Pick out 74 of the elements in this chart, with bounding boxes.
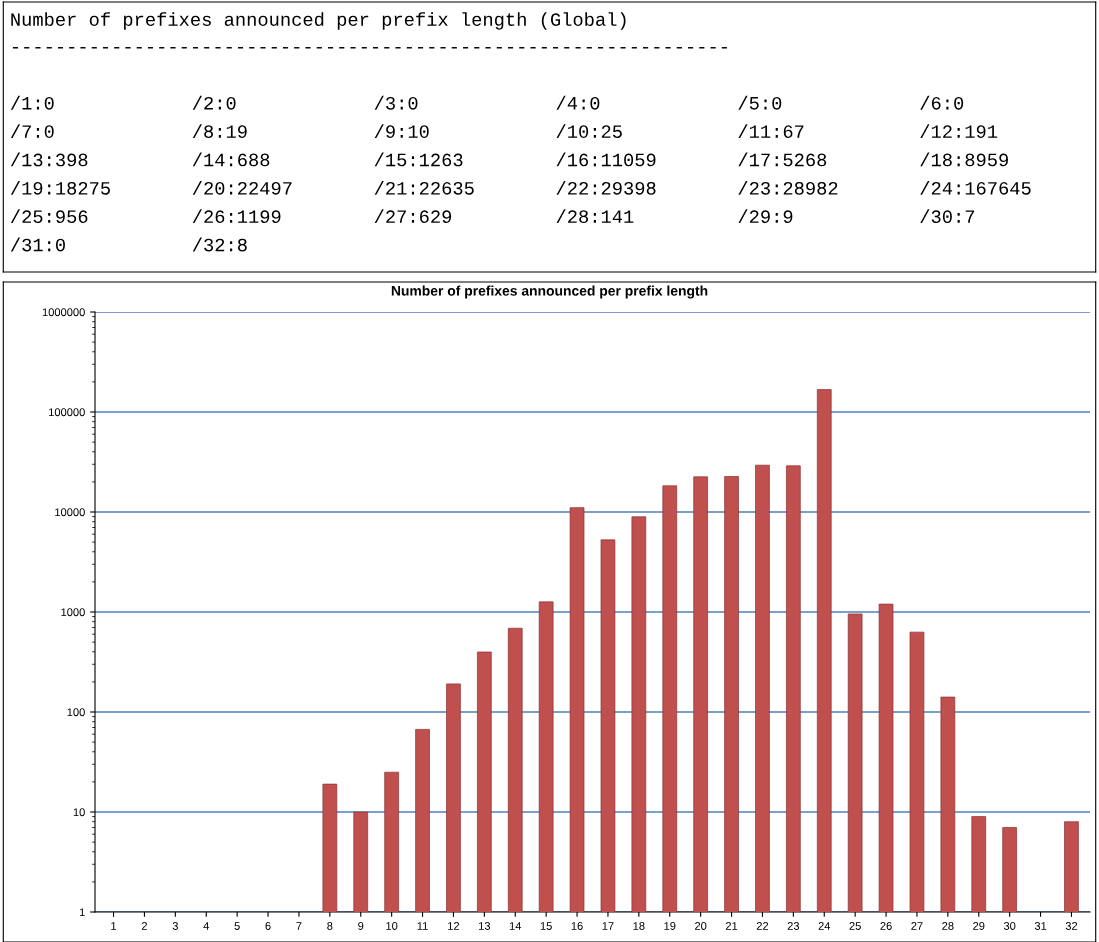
x-tick-label: 18 (633, 922, 645, 930)
text: ---------------------------------------------------------------- (12, 47, 727, 49)
x-tick-label: 13 (479, 922, 491, 930)
x-tick-label: 15 (540, 922, 552, 930)
text: /21:22635 (374, 180, 474, 195)
text: Number of prefixes announced per prefix length (Global) (11, 12, 626, 30)
text: /13:398 (10, 152, 88, 167)
x-tick-label: 9 (358, 922, 364, 930)
text: /18:8959 (920, 152, 1008, 167)
text: /11:67 (738, 124, 804, 138)
text: /10:25 (556, 124, 622, 138)
x-tick-label: 24 (818, 922, 831, 930)
text: /7:0 (10, 124, 54, 138)
x-tick-label: 3 (172, 922, 178, 930)
x-tick-label: 11 (417, 922, 428, 930)
x-tick-label: 22 (756, 922, 769, 930)
x-tick-label: 31 (1034, 922, 1047, 930)
x-tick-label: 12 (448, 922, 460, 930)
text: /15:1263 (374, 152, 463, 167)
y-tick-label: 100000 (49, 408, 85, 417)
text: /30:7 (920, 209, 975, 224)
text: /29:9 (738, 209, 793, 224)
text: /23:28982 (738, 180, 838, 195)
text: /27:629 (374, 209, 452, 224)
text: /26:1199 (192, 209, 281, 224)
text: /17:5268 (738, 152, 827, 167)
x-tick-label: 8 (327, 922, 333, 930)
y-tick-label: 1000 (61, 608, 85, 617)
text: /3:0 (374, 95, 418, 110)
text: /20:22497 (192, 180, 292, 195)
text: /9:10 (374, 124, 429, 138)
text: /22:29398 (556, 180, 656, 195)
y-tick-label: 1000000 (42, 308, 85, 317)
text: /14:688 (192, 152, 270, 167)
text: /28:141 (556, 209, 634, 224)
x-tick-label: 28 (942, 922, 954, 930)
x-tick-label: 10 (386, 922, 398, 930)
x-tick-label: 26 (880, 922, 892, 930)
text: /6:0 (920, 95, 964, 110)
x-tick-label: 19 (664, 922, 676, 930)
x-tick-label: 16 (571, 922, 583, 930)
text: /19:18275 (10, 180, 110, 195)
text: /8:19 (192, 124, 247, 138)
x-tick-label: 6 (265, 922, 271, 930)
text: /1:0 (10, 95, 54, 110)
text: /16:11059 (556, 152, 656, 167)
text: /12:191 (920, 124, 998, 138)
x-tick-label: 25 (849, 922, 861, 930)
text: /5:0 (738, 95, 782, 110)
x-tick-label: 4 (203, 922, 210, 930)
x-tick-label: 32 (1065, 922, 1078, 930)
x-tick-label: 27 (911, 922, 923, 930)
x-tick-label: 20 (695, 922, 707, 930)
text: /4:0 (556, 95, 600, 110)
x-tick-label: 5 (234, 922, 240, 930)
x-tick-label: 30 (1003, 922, 1016, 930)
x-tick-label: 21 (725, 922, 738, 930)
text: /32:8 (192, 237, 247, 252)
y-tick-label: 10000 (55, 508, 85, 517)
x-tick-label: 23 (787, 922, 800, 930)
x-tick-label: 17 (602, 922, 614, 930)
x-tick-label: 2 (141, 922, 147, 930)
text: /31:0 (10, 237, 65, 252)
x-tick-label: 1 (111, 922, 117, 930)
chart-title: Number of prefixes announced per prefix length (391, 285, 708, 299)
text: /2:0 (192, 95, 236, 110)
x-tick-label: 29 (973, 922, 985, 930)
text: /24:167645 (920, 180, 1031, 195)
x-tick-label: 7 (296, 922, 302, 930)
y-tick-label: 100 (67, 708, 85, 717)
y-tick-label: 10 (73, 808, 85, 817)
text: /25:956 (10, 209, 88, 224)
x-tick-label: 14 (509, 922, 522, 930)
y-tick-label: 1 (79, 908, 85, 917)
